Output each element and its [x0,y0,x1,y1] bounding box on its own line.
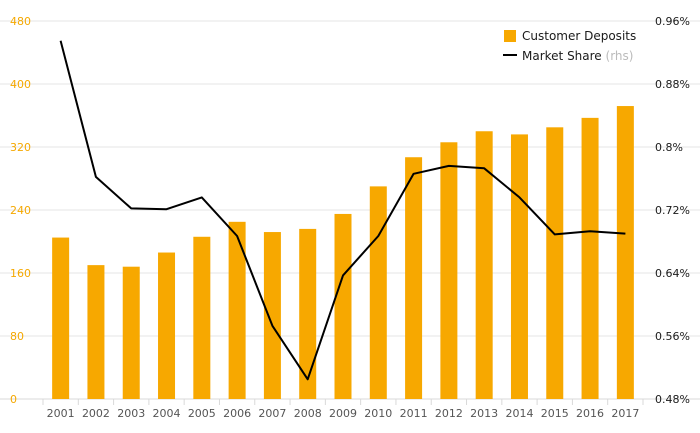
line-market-share [59,40,626,381]
legend-label-customer-deposits: Customer Deposits [522,29,636,43]
x-tick-label: 2007 [258,407,286,420]
axes: 0 80 160 240 320 400 480 0.48% 0.56% 0.64% 0.72% 0.… [10,15,690,420]
x-tick-label: 2005 [188,407,216,420]
x-tick-label: 2003 [117,407,145,420]
bar-2008 [299,228,317,399]
y-left-tick-label: 400 [10,78,31,91]
bar-2016 [581,117,599,400]
bar-2005 [193,236,211,399]
bar-2006 [228,221,246,399]
bar-2014 [510,134,528,399]
bar-2007 [263,232,281,399]
bar-2003 [122,266,140,399]
x-tick-label: 2016 [576,407,604,420]
bar-2009 [334,213,352,399]
bars-customer-deposits [52,106,634,400]
bar-2001 [52,237,70,399]
gridlines [0,20,700,405]
x-tick-label: 2009 [329,407,357,420]
bar-2004 [158,252,176,399]
x-tick-label: 2013 [470,407,498,420]
y-right-tick-label: 0.64% [655,267,690,280]
x-tick-label: 2012 [435,407,463,420]
y-left-tick-label: 480 [10,15,31,28]
y-left-tick-label: 320 [10,141,31,154]
bar-2015 [546,127,564,399]
y-left-tick-label: 240 [10,204,31,217]
y-right-tick-label: 0.96% [655,15,690,28]
x-tick-label: 2014 [505,407,533,420]
x-tick-label: 2011 [400,407,428,420]
y-right-tick-label: 0.56% [655,330,690,343]
bar-2017 [616,106,634,400]
bar-2002 [87,265,105,399]
x-tick-label: 2017 [611,407,639,420]
y-right-tick-label: 0.88% [655,78,690,91]
y-left-tick-label: 0 [10,393,17,406]
bar-2013 [475,131,493,399]
y-right-tick-label: 0.48% [655,393,690,406]
legend: Customer Deposits Market Share (rhs) [503,29,636,63]
bar-2012 [440,142,458,399]
bar-2011 [405,157,423,399]
legend-swatch-customer-deposits [504,30,516,42]
y-right-tick-label: 0.72% [655,204,690,217]
legend-label-market-share-suffix: (rhs) [606,49,634,63]
legend-label-market-share: Market Share (rhs) [522,49,633,63]
x-tick-label: 2006 [223,407,251,420]
x-tick-label: 2008 [294,407,322,420]
y-left-tick-label: 80 [10,330,24,343]
x-tick-label: 2004 [153,407,181,420]
x-tick-label: 2010 [364,407,392,420]
bar-2010 [369,186,387,399]
y-right-tick-label: 0.8% [655,141,683,154]
x-tick-label: 2001 [47,407,75,420]
x-tick-label: 2015 [541,407,569,420]
legend-label-market-share-name: Market Share [522,49,602,63]
x-tick-label: 2002 [82,407,110,420]
y-left-tick-label: 160 [10,267,31,280]
